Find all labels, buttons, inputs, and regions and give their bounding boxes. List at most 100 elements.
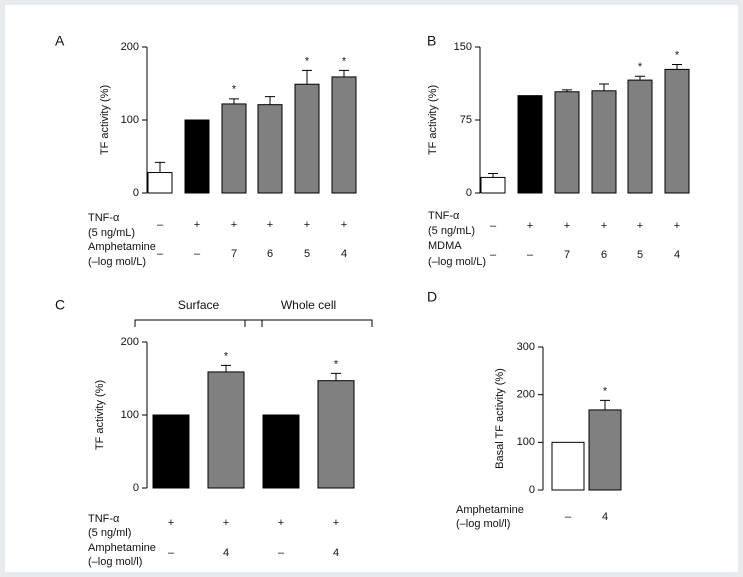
- row-label: (5 ng/ml): [88, 527, 131, 539]
- bar: [317, 380, 355, 489]
- row-label: (–log mol/l): [88, 556, 142, 568]
- row-cell: 6: [267, 248, 273, 260]
- row-cell: –: [490, 249, 497, 261]
- bar: [591, 90, 617, 194]
- bar: [517, 95, 543, 194]
- row-label: MDMA: [428, 240, 462, 252]
- row-cell: 7: [564, 249, 570, 261]
- error-bar: [221, 364, 231, 372]
- group-label: Whole cell: [281, 298, 336, 312]
- row-label: Amphetamine: [88, 241, 156, 253]
- row-cell: –: [490, 220, 497, 232]
- row-label: (5 ng/mL): [428, 225, 475, 237]
- y-tick-label: 0: [133, 482, 139, 494]
- y-tick-label: 0: [529, 484, 535, 496]
- panel-letter: C: [55, 297, 65, 313]
- y-tick-label: 200: [121, 336, 139, 348]
- row-cell: +: [341, 219, 347, 231]
- y-tick-label: 100: [121, 409, 139, 421]
- row-label: TNF-α: [88, 212, 120, 224]
- error-bar: [635, 75, 645, 81]
- row-cell: –: [157, 248, 164, 260]
- bar: [664, 68, 690, 194]
- group-bracket: [134, 319, 263, 327]
- row-label: (5 ng/mL): [88, 227, 135, 239]
- error-bar: [599, 83, 609, 91]
- row-cell: –: [157, 219, 164, 231]
- significance-star: *: [603, 385, 608, 397]
- row-cell: –: [168, 547, 175, 559]
- row-label: TNF-α: [428, 210, 460, 222]
- row-label: TNF-α: [88, 513, 120, 525]
- bar: [221, 103, 247, 194]
- significance-star: *: [638, 61, 643, 73]
- figure: A TF activity (%) 0 100 200 * * * TNF-α (5 ng/mL)…: [55, 33, 690, 568]
- row-cell: +: [674, 220, 680, 232]
- row-cell: –: [527, 249, 534, 261]
- y-tick-label: 100: [517, 436, 535, 448]
- row-cell: 4: [341, 248, 347, 260]
- row-cell: 4: [602, 511, 608, 523]
- group-bracket: [244, 319, 373, 327]
- y-tick-label: 150: [454, 41, 472, 53]
- panel-letter: A: [55, 33, 65, 49]
- error-bar: [265, 96, 275, 105]
- error-bar: [155, 161, 165, 173]
- row-cell: +: [223, 517, 229, 529]
- bar: [627, 79, 653, 194]
- bar: [588, 409, 622, 491]
- error-bar: [672, 64, 682, 70]
- y-tick-label: 200: [121, 41, 139, 53]
- bar: [294, 83, 320, 194]
- row-cell: 5: [304, 248, 310, 260]
- row-cell: +: [231, 219, 237, 231]
- bar: [480, 176, 506, 194]
- row-cell: +: [637, 220, 643, 232]
- panel-letter: B: [427, 33, 436, 49]
- y-tick-label: 0: [133, 187, 139, 199]
- row-cell: +: [267, 219, 273, 231]
- bar: [554, 91, 580, 194]
- error-bar: [600, 399, 610, 410]
- row-cell: –: [565, 511, 572, 523]
- error-bar: [331, 372, 341, 381]
- row-label: Amphetamine: [88, 542, 156, 554]
- row-cell: 4: [674, 249, 680, 261]
- bar: [152, 414, 190, 489]
- error-bar: [229, 98, 239, 104]
- bar: [257, 104, 283, 194]
- row-cell: 7: [231, 248, 237, 260]
- error-bar: [339, 69, 349, 77]
- bar: [331, 76, 357, 194]
- y-axis-label: TF activity (%): [94, 380, 106, 450]
- row-label: (–log mol/L): [428, 256, 486, 268]
- row-cell: 6: [601, 249, 607, 261]
- y-axis-label: TF activity (%): [427, 85, 439, 155]
- y-tick-label: 300: [517, 341, 535, 353]
- bar: [551, 441, 585, 491]
- significance-star: *: [342, 55, 347, 67]
- y-tick-label: 100: [121, 114, 139, 126]
- bar: [184, 119, 210, 194]
- y-tick-label: 0: [466, 187, 472, 199]
- figure-frame: A TF activity (%) 0 100 200 * * * TNF-α (5 ng/mL)…: [5, 5, 738, 572]
- row-cell: 4: [333, 547, 339, 559]
- row-cell: 4: [223, 547, 229, 559]
- error-bar: [302, 69, 312, 85]
- row-cell: +: [564, 220, 570, 232]
- row-cell: +: [304, 219, 310, 231]
- significance-star: *: [305, 55, 310, 67]
- bar: [207, 371, 245, 489]
- row-cell: –: [194, 248, 201, 260]
- bar: [147, 172, 173, 194]
- y-axis-label: TF activity (%): [99, 85, 111, 155]
- significance-star: *: [334, 358, 339, 370]
- row-cell: +: [333, 517, 339, 529]
- significance-star: *: [232, 84, 237, 96]
- row-cell: +: [601, 220, 607, 232]
- significance-star: *: [675, 49, 680, 61]
- row-label: Amphetamine: [456, 504, 524, 516]
- row-cell: +: [527, 220, 533, 232]
- row-cell: +: [194, 219, 200, 231]
